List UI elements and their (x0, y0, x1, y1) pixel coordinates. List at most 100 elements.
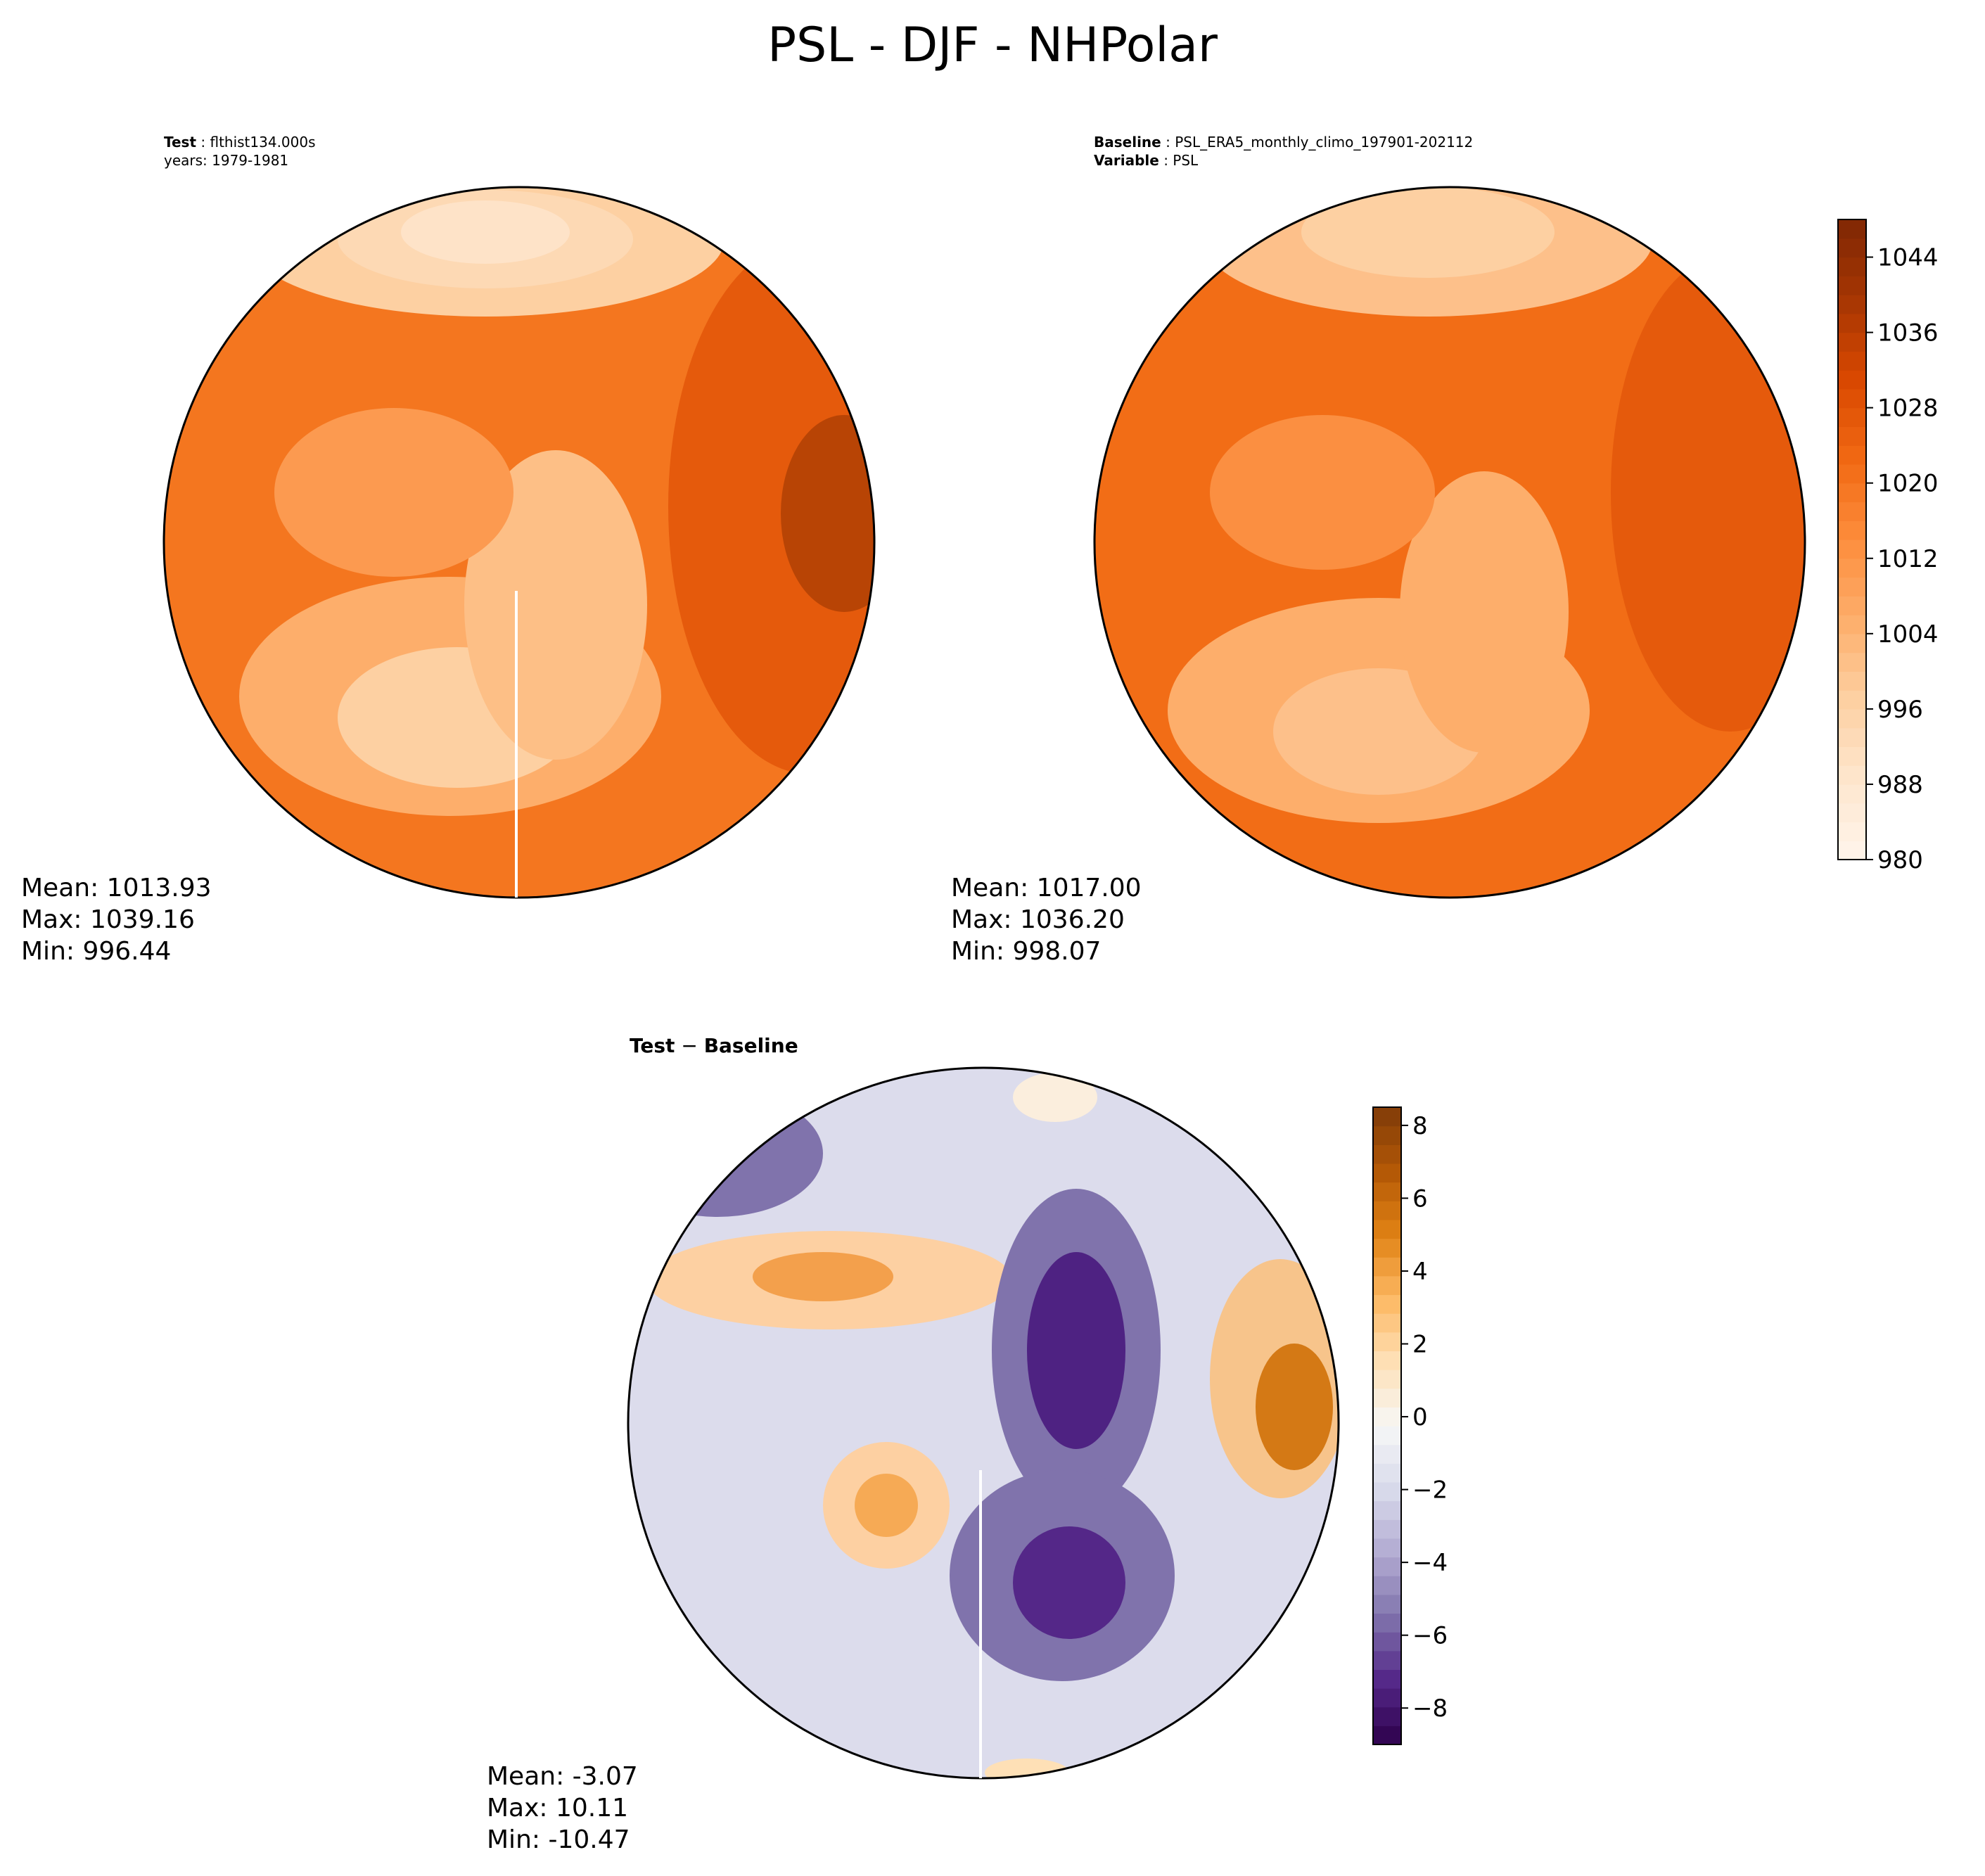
diff-colorbar-tick-label: 0 (1412, 1403, 1428, 1431)
diff-colorbar-segment (1373, 1519, 1401, 1539)
psl-colorbar-segment (1838, 540, 1866, 559)
psl-colorbar: 980 988 996 1004 1012 1020 1028 1036 1044 (1837, 219, 1939, 874)
diff-colorbar: −8 −6 −4 −2 0 2 4 6 8 (1372, 1106, 1448, 1745)
test-label-sep: : (196, 134, 210, 151)
psl-colorbar-segment (1838, 332, 1866, 352)
psl-colorbar-segment (1838, 690, 1866, 710)
test-stat-mean: Mean: 1013.93 (21, 874, 212, 902)
diff-colorbar-segment (1373, 1238, 1401, 1258)
diff-colorbar-segment (1373, 1688, 1401, 1708)
psl-colorbar-segment (1838, 577, 1866, 596)
diff-colorbar-segment (1373, 1219, 1401, 1239)
psl-colorbar-segment (1838, 784, 1866, 804)
psl-colorbar-segment (1838, 445, 1866, 465)
psl-colorbar-segment (1838, 615, 1866, 634)
diff-colorbar-segment (1373, 1444, 1401, 1464)
psl-colorbar-segment (1838, 295, 1866, 314)
baseline-label: Baseline : PSL_ERA5_monthly_climo_197901… (1094, 134, 1473, 151)
difference-title-operator: − (675, 1034, 704, 1057)
psl-colorbar-segment (1838, 596, 1866, 615)
baseline-stat-min: Min: 998.07 (951, 937, 1102, 966)
difference-map (627, 1066, 1340, 1780)
baseline-label-sep: : (1161, 134, 1175, 151)
test-stat-min: Min: 996.44 (21, 937, 172, 966)
psl-colorbar-tick-label: 980 (1877, 846, 1923, 874)
diff-colorbar-segment (1373, 1125, 1401, 1145)
diff-colorbar-segment (1373, 1144, 1401, 1164)
diff-colorbar-segment (1373, 1557, 1401, 1576)
psl-colorbar-segment (1838, 727, 1866, 748)
test-years: years: 1979-1981 (164, 152, 289, 169)
psl-colorbar-segment (1838, 483, 1866, 503)
diff-colorbar-segment (1373, 1294, 1401, 1314)
diff-colorbar-tick-label: 2 (1412, 1331, 1428, 1359)
diff-colorbar-segment (1373, 1163, 1401, 1183)
test-map (162, 186, 876, 899)
diff-colorbar-segment (1373, 1500, 1401, 1520)
baseline-map-boundary (1093, 186, 1806, 899)
diff-colorbar-segment (1373, 1538, 1401, 1558)
psl-colorbar-segment (1838, 464, 1866, 484)
diff-colorbar-segment (1373, 1275, 1401, 1296)
difference-title: Test − Baseline (630, 1034, 798, 1058)
psl-colorbar-segment (1838, 276, 1866, 295)
baseline-label-key: Baseline (1094, 134, 1161, 151)
diff-colorbar-segment (1373, 1725, 1401, 1745)
test-label: Test : flthist134.000s (164, 134, 316, 151)
test-stat-max: Max: 1039.16 (21, 905, 195, 934)
diff-colorbar-segment (1373, 1650, 1401, 1671)
diff-colorbar-segment (1373, 1706, 1401, 1726)
test-case-name: flthist134.000s (210, 134, 316, 151)
psl-colorbar-tick-label: 1036 (1877, 319, 1939, 347)
psl-colorbar-segment (1838, 219, 1866, 239)
diff-colorbar-segment (1373, 1107, 1401, 1127)
psl-colorbar-segment (1838, 521, 1866, 540)
baseline-stat-max: Max: 1036.20 (951, 905, 1125, 934)
psl-colorbar-segment (1838, 351, 1866, 371)
psl-colorbar-segment (1838, 765, 1866, 785)
difference-stats: Mean: -3.07 Max: 10.11 Min: -10.47 (487, 1761, 638, 1856)
psl-colorbar-segment (1838, 370, 1866, 390)
diff-colorbar-segment (1373, 1182, 1401, 1201)
diff-colorbar-segment (1373, 1407, 1401, 1427)
psl-colorbar-segment (1838, 388, 1866, 409)
difference-stat-max: Max: 10.11 (487, 1794, 629, 1823)
psl-colorbar-segment (1838, 746, 1866, 766)
psl-colorbar-segment (1838, 558, 1866, 578)
diff-colorbar-tick-label: 4 (1412, 1258, 1428, 1286)
diff-colorbar-segment (1373, 1481, 1401, 1502)
baseline-stats: Mean: 1017.00 Max: 1036.20 Min: 998.07 (951, 872, 1142, 967)
difference-stat-min: Min: -10.47 (487, 1825, 630, 1854)
diff-colorbar-tick-label: −6 (1412, 1622, 1448, 1650)
difference-map-boundary (627, 1066, 1340, 1780)
psl-colorbar-segment (1838, 633, 1866, 653)
diff-colorbar-segment (1373, 1613, 1401, 1633)
diff-colorbar-segment (1373, 1632, 1401, 1652)
psl-colorbar-segment (1838, 313, 1866, 333)
figure-title: PSL - DJF - NHPolar (767, 18, 1218, 73)
psl-colorbar-fill (1838, 219, 1866, 860)
diff-colorbar-segment (1373, 1576, 1401, 1595)
variable-name: PSL (1173, 152, 1199, 169)
diff-colorbar-segment (1373, 1370, 1401, 1389)
diff-colorbar-frame (1372, 1106, 1402, 1745)
diff-colorbar-segment (1373, 1463, 1401, 1483)
diff-colorbar-ticks: −8 −6 −4 −2 0 2 4 6 8 (1401, 1112, 1448, 1723)
diff-colorbar-tick-label: 8 (1412, 1112, 1428, 1140)
psl-colorbar-segment (1838, 652, 1866, 672)
psl-colorbar-segment (1838, 407, 1866, 428)
psl-colorbar-tick-label: 1028 (1877, 395, 1939, 423)
diff-colorbar-tick-label: 6 (1412, 1185, 1428, 1213)
diff-colorbar-segment (1373, 1388, 1401, 1408)
psl-colorbar-tick-label: 988 (1877, 771, 1923, 799)
variable-label-key: Variable (1094, 152, 1159, 169)
diff-colorbar-segment (1373, 1332, 1401, 1352)
diff-colorbar-tick-label: −2 (1412, 1476, 1448, 1505)
diff-colorbar-segment (1373, 1201, 1401, 1220)
psl-colorbar-segment (1838, 841, 1866, 860)
diff-colorbar-segment (1373, 1426, 1401, 1446)
diff-colorbar-segment (1373, 1257, 1401, 1277)
diff-colorbar-segment (1373, 1351, 1401, 1370)
psl-colorbar-tick-label: 996 (1877, 696, 1923, 724)
